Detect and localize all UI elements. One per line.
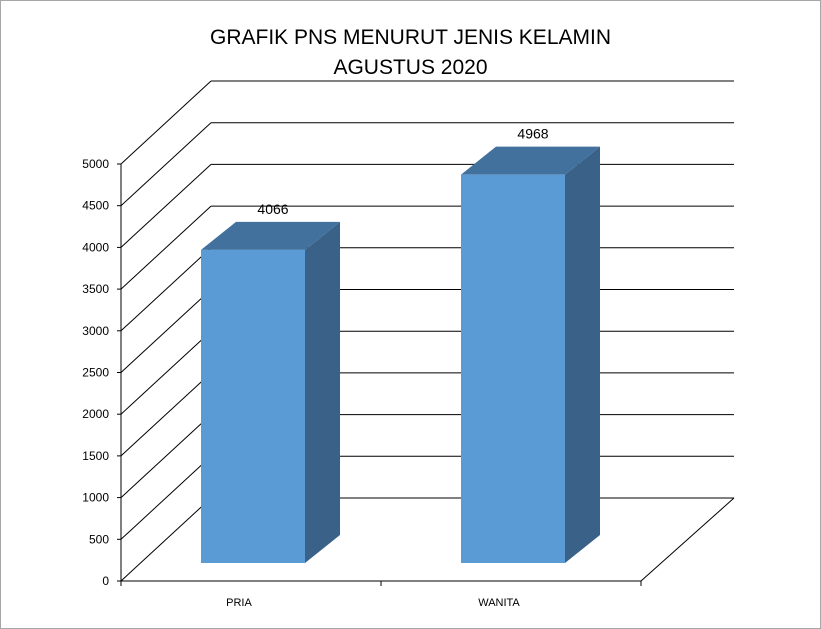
depth-gridline: [120, 164, 212, 248]
depth-gridline: [120, 372, 212, 457]
depth-gridline: [120, 414, 212, 498]
y-tick-label: 2000: [82, 407, 109, 421]
depth-gridline: [120, 205, 212, 290]
bar-top: [201, 221, 340, 250]
chart-title-line-2: AGUSTUS 2020: [333, 56, 488, 79]
y-tick-label: 3500: [82, 282, 109, 296]
y-tick-label: 4000: [82, 240, 109, 254]
bar: [461, 174, 565, 563]
y-tick-label: 4500: [82, 199, 109, 213]
depth-gridline: [120, 289, 212, 373]
data-label: 4968: [517, 126, 548, 142]
x-category-label: WANITA: [478, 597, 520, 609]
y-tick-label: 0: [102, 574, 109, 588]
bar-top: [461, 146, 600, 175]
bar-side: [305, 221, 340, 563]
x-category-label: PRIA: [226, 597, 252, 609]
depth-gridline: [120, 497, 212, 582]
depth-gridline: [120, 80, 212, 165]
y-tick-label: 3000: [82, 324, 109, 338]
depth-gridline: [120, 122, 212, 207]
y-tick-label: 500: [89, 532, 109, 546]
bar-side: [565, 146, 600, 563]
y-tick-label: 1500: [82, 449, 109, 463]
depth-gridline: [120, 455, 212, 540]
depth-gridline: [120, 330, 212, 415]
data-label: 4066: [257, 201, 288, 217]
depth-gridline: [120, 247, 212, 332]
y-tick-label: 5000: [82, 157, 109, 171]
floor-right-edge: [640, 497, 735, 582]
y-tick-label: 1000: [82, 491, 109, 505]
bar: [201, 249, 305, 563]
chart-title-line-1: GRAFIK PNS MENURUT JENIS KELAMIN: [209, 26, 611, 49]
y-tick-label: 2500: [82, 366, 109, 380]
